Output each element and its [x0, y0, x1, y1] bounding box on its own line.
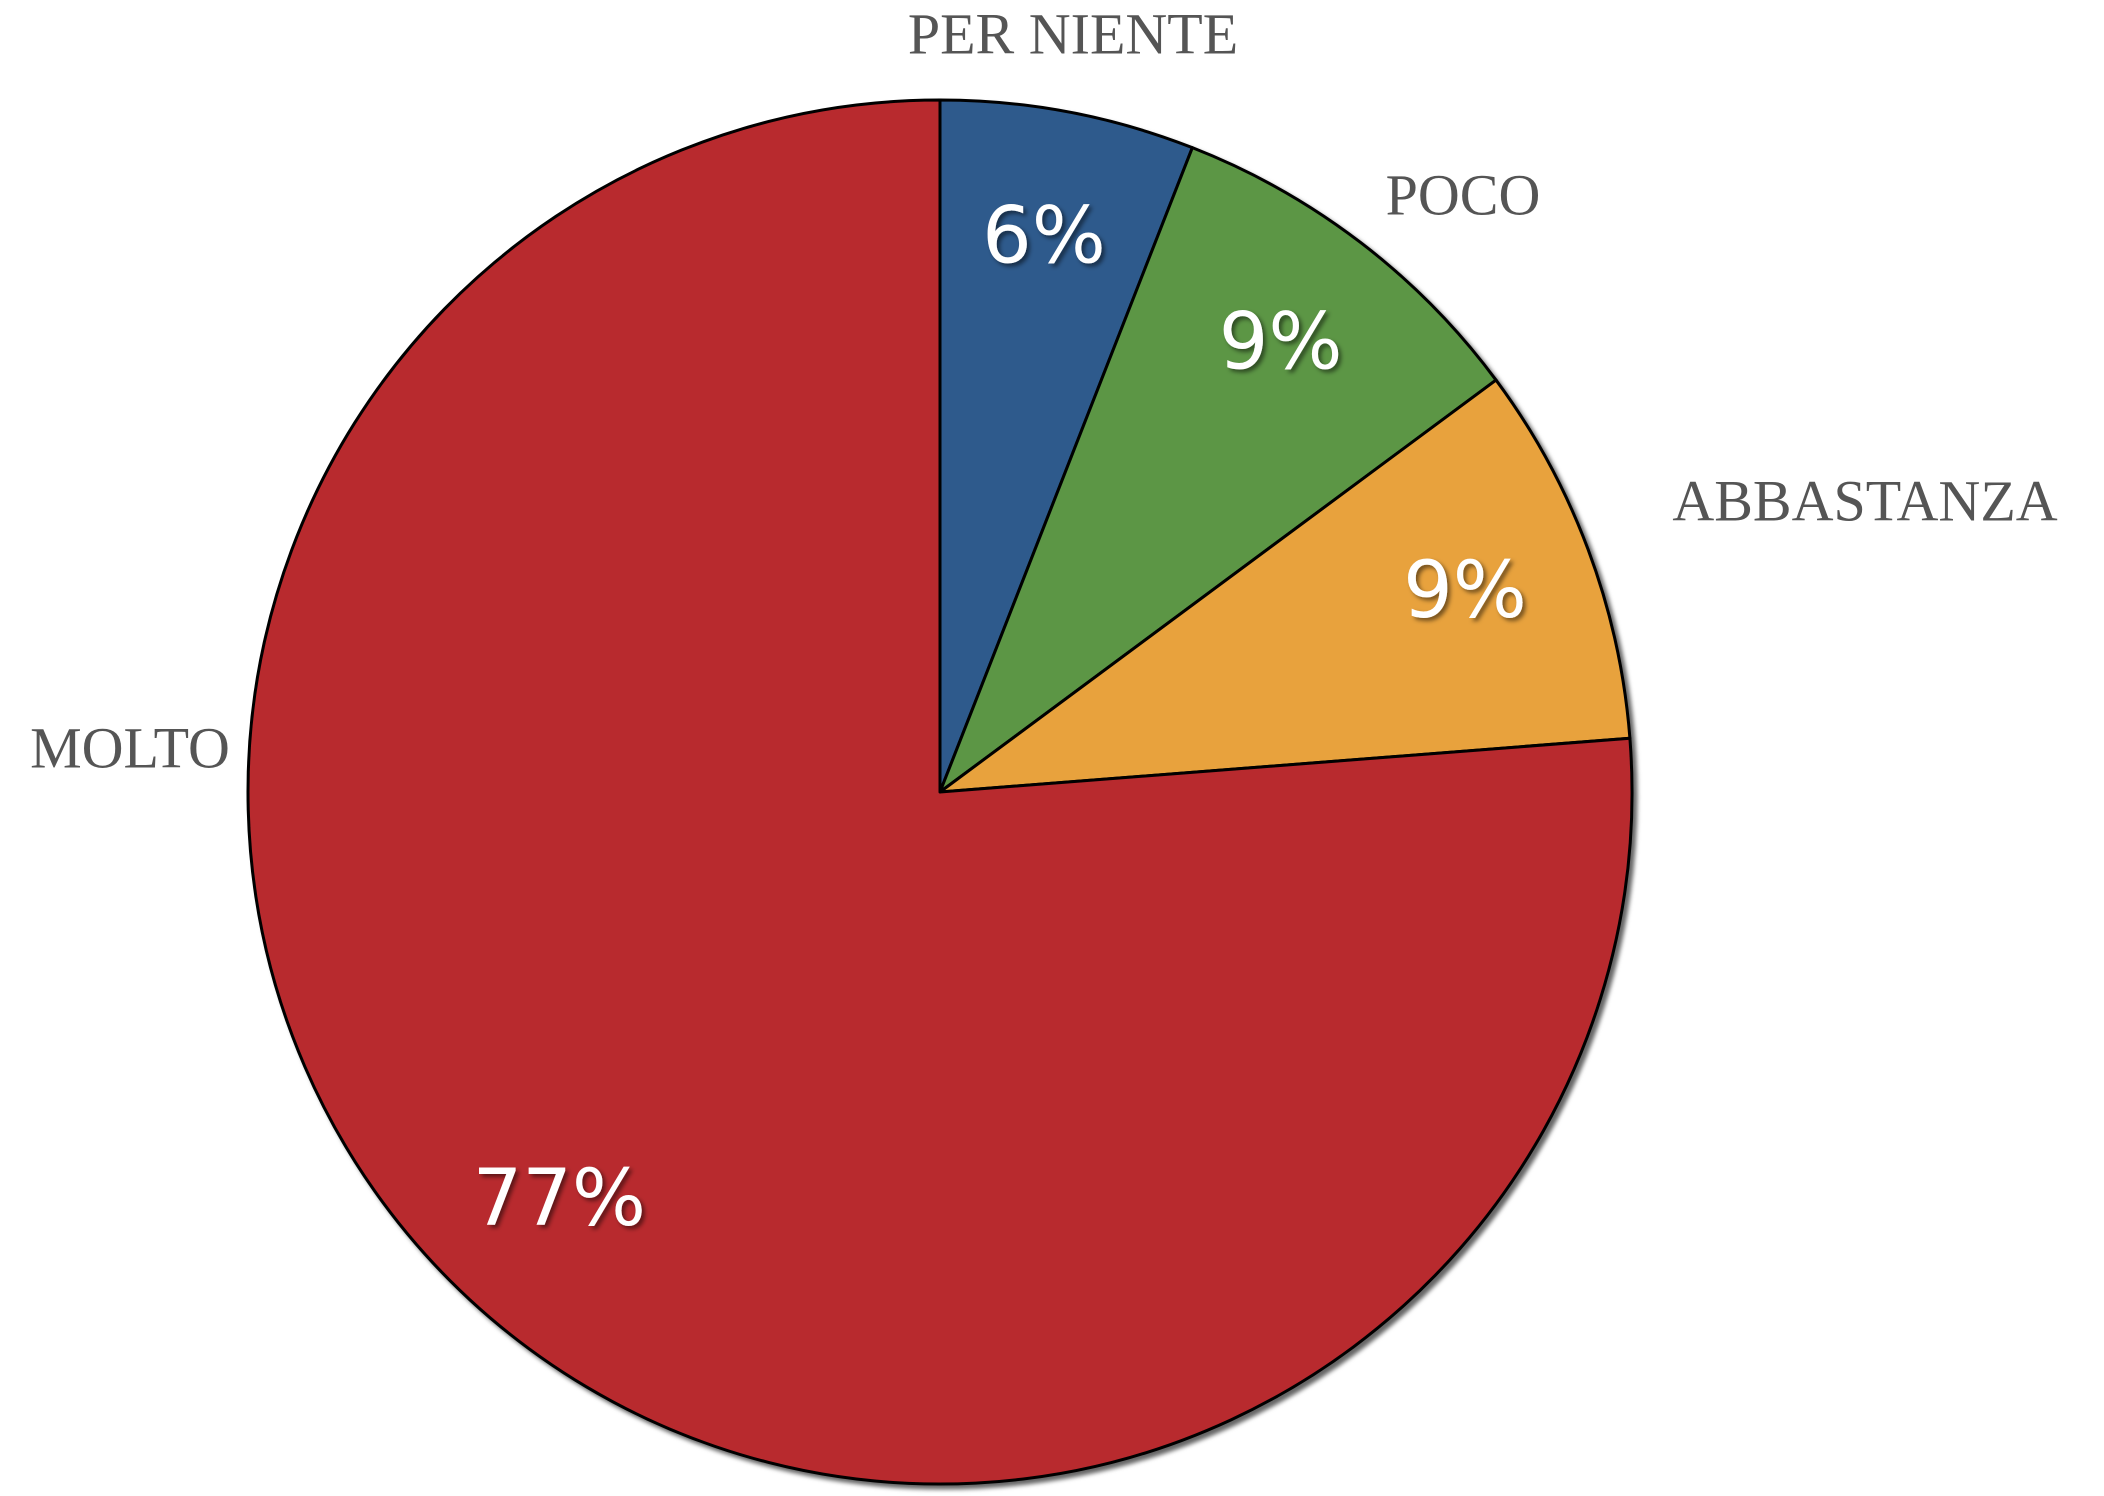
value-label: 6% [982, 192, 1106, 282]
value-label: 77% [473, 1154, 646, 1244]
pie [246, 98, 1634, 1486]
pie-slice [938, 98, 1194, 794]
pie-slice [938, 378, 1632, 794]
category-label: PER NIENTE [908, 1, 1238, 66]
category-label: MOLTO [30, 715, 230, 780]
category-label: ABBASTANZA [1672, 468, 2057, 533]
pie-slice [938, 146, 1498, 794]
category-label: POCO [1386, 162, 1541, 227]
value-label: 9% [1219, 297, 1343, 387]
value-label: 9% [1403, 546, 1527, 636]
pie-slice [246, 98, 1634, 1486]
